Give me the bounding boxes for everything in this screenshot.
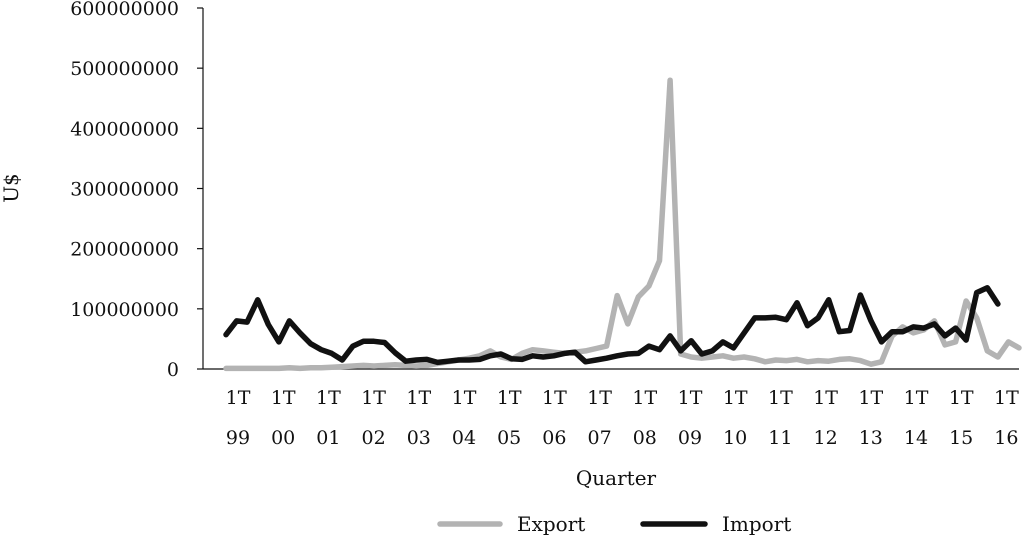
legend: Export Import <box>437 512 791 536</box>
x-tick-label-year: 07 <box>588 427 612 449</box>
series-line-import <box>223 285 1001 366</box>
x-tick-label-quarter: 1T <box>813 387 838 409</box>
x-tick-label-quarter: 1T <box>226 387 251 409</box>
series-line-export <box>223 77 1022 372</box>
x-tick-label-quarter: 1T <box>452 387 477 409</box>
x-axis-title: Quarter <box>576 466 657 490</box>
x-tick-label-quarter: 1T <box>678 387 703 409</box>
x-tick-label-year: 16 <box>994 427 1018 449</box>
x-tick-label-quarter: 1T <box>768 387 793 409</box>
x-tick-label-year: 01 <box>316 427 340 449</box>
x-tick-label-quarter: 1T <box>858 387 883 409</box>
x-tick-label-quarter: 1T <box>949 387 974 409</box>
x-tick-label-year: 14 <box>904 427 928 449</box>
legend-label-export: Export <box>517 512 585 536</box>
y-tick-label: 100000000 <box>70 299 179 321</box>
x-tick-label-year: 09 <box>678 427 702 449</box>
y-tick-label: 0 <box>167 359 179 381</box>
x-tick-label-quarter: 1T <box>723 387 748 409</box>
x-tick-labels: 1T 99 1T 00 1T 01 1T 02 1T 03 1T 04 1T 05 1T 06 1T 07 1T 08… <box>226 387 1019 449</box>
y-tick-label: 500000000 <box>70 58 179 80</box>
x-tick-label-year: 12 <box>814 427 838 449</box>
y-tick-label: 400000000 <box>70 118 179 140</box>
x-tick-label-quarter: 1T <box>497 387 522 409</box>
x-tick-label-quarter: 1T <box>904 387 929 409</box>
x-tick-label-quarter: 1T <box>361 387 386 409</box>
y-tick-label: 600000000 <box>70 0 179 20</box>
y-tick-labels: 0 100000000 200000000 300000000 400000000 500… <box>70 0 179 381</box>
y-tick-label: 300000000 <box>70 179 179 201</box>
series-lines <box>223 77 1022 372</box>
x-tick-label-year: 05 <box>497 427 521 449</box>
x-tick-label-quarter: 1T <box>542 387 567 409</box>
x-tick-label-year: 03 <box>407 427 431 449</box>
x-tick-label-year: 02 <box>362 427 386 449</box>
legend-label-import: Import <box>722 512 791 536</box>
x-tick-label-quarter: 1T <box>406 387 431 409</box>
x-tick-label-year: 00 <box>271 427 295 449</box>
x-tick-label-year: 15 <box>949 427 973 449</box>
x-tick-label-quarter: 1T <box>994 387 1019 409</box>
x-tick-label-year: 06 <box>542 427 566 449</box>
y-axis-title: U$ <box>0 173 23 203</box>
x-tick-label-year: 99 <box>226 427 250 449</box>
x-tick-label-year: 08 <box>633 427 657 449</box>
x-tick-label-year: 04 <box>452 427 476 449</box>
x-tick-label-quarter: 1T <box>587 387 612 409</box>
x-tick-label-quarter: 1T <box>632 387 657 409</box>
x-tick-label-quarter: 1T <box>271 387 296 409</box>
x-tick-label-year: 11 <box>768 427 792 449</box>
y-tick-label: 200000000 <box>70 239 179 261</box>
x-tick-label-year: 13 <box>859 427 883 449</box>
x-tick-label-quarter: 1T <box>316 387 341 409</box>
x-tick-label-year: 10 <box>723 427 747 449</box>
axes <box>197 7 1019 370</box>
